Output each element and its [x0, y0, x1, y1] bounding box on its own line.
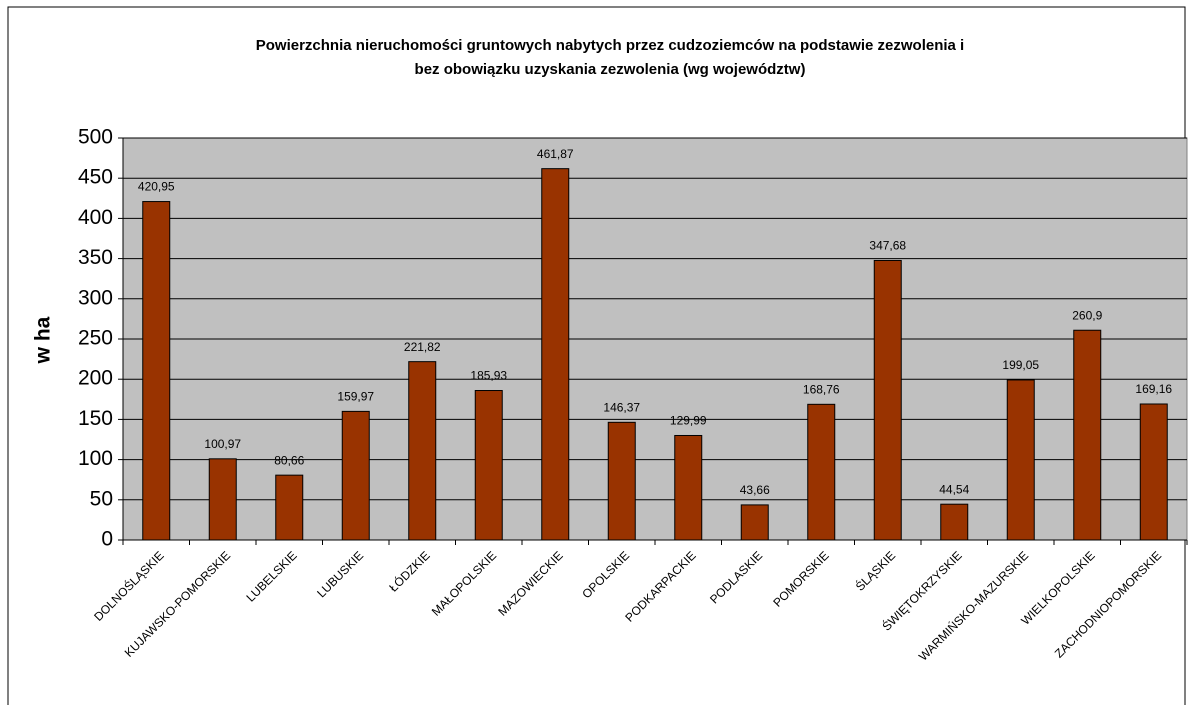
value-label: 80,66: [274, 453, 304, 467]
y-tick-label: 0: [101, 528, 113, 551]
y-tick-label: 100: [78, 447, 113, 470]
bar: [807, 403, 836, 541]
y-tick-label: 450: [78, 166, 113, 189]
bar: [142, 201, 171, 541]
value-label: 100,97: [204, 437, 241, 451]
value-label: 347,68: [869, 239, 906, 253]
y-axis-label: w ha: [32, 316, 55, 364]
value-label: 159,97: [337, 390, 374, 404]
bar: [1006, 379, 1035, 541]
y-tick-label: 250: [78, 327, 113, 350]
bar: [940, 503, 969, 541]
y-tick-label: 350: [78, 246, 113, 269]
value-label: 168,76: [803, 382, 840, 396]
value-label: 260,9: [1072, 308, 1102, 322]
bar: [607, 421, 636, 541]
value-label: 146,37: [603, 400, 640, 414]
y-tick-label: 300: [78, 286, 113, 309]
bar: [873, 259, 902, 541]
y-tick-label: 200: [78, 367, 113, 390]
bar: [275, 474, 304, 541]
bar: [1139, 403, 1168, 541]
bar: [674, 434, 703, 541]
y-tick-label: 50: [90, 487, 113, 510]
bar: [1073, 329, 1102, 541]
bar: [740, 504, 769, 541]
value-label: 461,87: [537, 147, 574, 161]
value-label: 185,93: [470, 369, 507, 383]
chart-title: Powierzchnia nieruchomości gruntowych na…: [256, 37, 964, 54]
value-label: 221,82: [404, 340, 441, 354]
bar: [341, 410, 370, 541]
bar: [541, 168, 570, 541]
value-label: 199,05: [1002, 358, 1039, 372]
value-label: 44,54: [939, 482, 969, 496]
y-tick-label: 500: [78, 126, 113, 149]
y-tick-label: 150: [78, 407, 113, 430]
value-label: 43,66: [740, 483, 770, 497]
y-tick-label: 400: [78, 206, 113, 229]
bar: [408, 361, 437, 541]
bar: [474, 390, 503, 541]
value-label: 129,99: [670, 414, 707, 428]
bar: [208, 458, 237, 541]
value-label: 169,16: [1135, 382, 1172, 396]
value-label: 420,95: [138, 180, 175, 194]
chart-title: bez obowiązku uzyskania zezwolenia (wg w…: [415, 61, 806, 78]
